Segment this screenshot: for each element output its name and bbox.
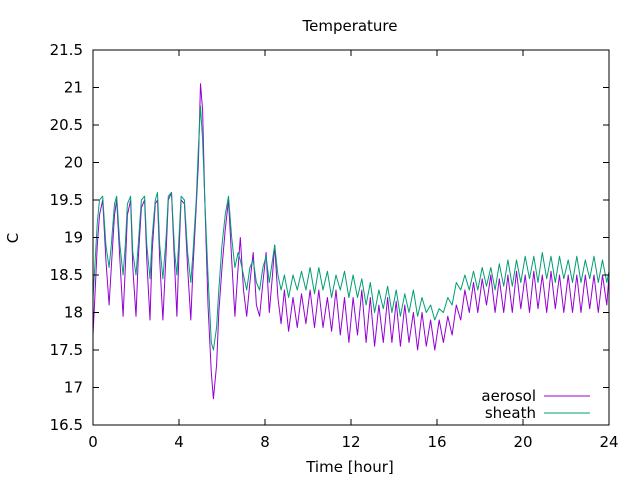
y-tick-label: 18 (64, 304, 83, 322)
plot-frame (92, 49, 610, 426)
y-tick-label: 19 (64, 229, 83, 247)
y-axis-label: C (4, 233, 22, 243)
series-line-sheath (92, 105, 610, 351)
x-axis-label: Time [hour] (305, 458, 394, 476)
y-tick-label: 16.5 (50, 416, 83, 434)
y-tick-label: 19.5 (50, 191, 83, 209)
x-tick-label: 16 (427, 433, 446, 451)
y-tick-label: 17.5 (50, 341, 83, 359)
x-tick-label: 24 (599, 433, 618, 451)
y-tick-label: 18.5 (50, 266, 83, 284)
y-tick-label: 21 (64, 79, 83, 97)
y-tick-label: 21.5 (50, 41, 83, 59)
x-tick-label: 12 (341, 433, 360, 451)
legend-label-sheath: sheath (485, 404, 536, 422)
plot-area (92, 83, 610, 400)
legend-label-aerosol: aerosol (481, 387, 536, 405)
y-tick-label: 20 (64, 154, 83, 172)
chart-title: Temperature (301, 17, 397, 35)
y-tick-label: 17 (64, 379, 83, 397)
x-tick-label: 20 (513, 433, 532, 451)
x-tick-label: 0 (88, 433, 98, 451)
y-axis: 16.5 17 17.5 18 18.5 19 19.5 20 20.5 21 21.5 (50, 41, 609, 434)
series-line-aerosol (92, 83, 610, 400)
x-tick-label: 8 (260, 433, 270, 451)
x-axis: 0 4 8 12 16 20 24 (88, 50, 619, 451)
y-tick-label: 20.5 (50, 116, 83, 134)
x-tick-label: 4 (174, 433, 184, 451)
